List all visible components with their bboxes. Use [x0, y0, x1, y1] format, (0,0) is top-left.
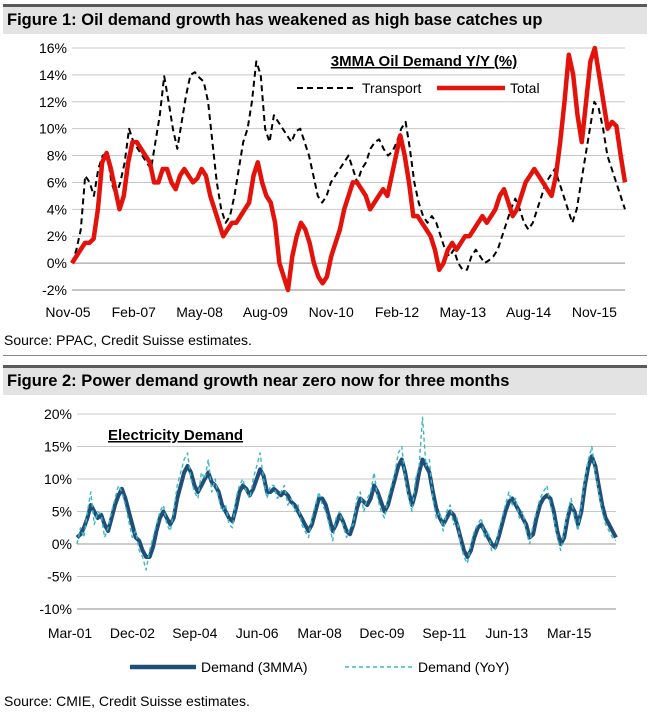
series-line-transport — [71, 60, 626, 271]
y-tick-label: -10% — [39, 601, 72, 617]
series-line-demand-yoy — [76, 416, 617, 571]
legend-label-transport: Transport — [362, 80, 422, 96]
legend-label-demand-yoy: Demand (YoY) — [418, 659, 509, 675]
y-tick-label: 15% — [44, 439, 72, 455]
figure-2-title: Figure 2: Power demand growth near zero … — [3, 365, 647, 395]
x-tick-label: Dec-02 — [110, 625, 155, 641]
x-tick-label: Jun-13 — [485, 625, 528, 641]
x-tick-label: Mar-01 — [48, 625, 93, 641]
x-tick-label: Mar-08 — [297, 625, 342, 641]
y-tick-label: 8% — [47, 148, 67, 164]
y-tick-label: 16% — [39, 40, 67, 56]
y-tick-label: 2% — [47, 228, 67, 244]
y-tick-label: 5% — [52, 504, 72, 520]
x-tick-label: Jun-06 — [236, 625, 279, 641]
y-tick-label: 4% — [47, 201, 67, 217]
y-tick-label: 14% — [39, 67, 67, 83]
y-tick-label: 0% — [52, 536, 72, 552]
series-line-total — [70, 45, 628, 293]
y-tick-label: 20% — [44, 406, 72, 422]
y-tick-label: 12% — [39, 94, 67, 110]
x-tick-label: Sep-11 — [422, 625, 466, 641]
y-tick-label: -5% — [47, 569, 72, 585]
x-tick-label: May-13 — [439, 304, 486, 320]
x-tick-label: May-08 — [176, 304, 223, 320]
oil-demand-chart: -2% 0% 2% 4% 6% 8% 10% 12% 14% 16% Nov-05 Feb-07 May… — [39, 40, 628, 320]
y-tick-label: 0% — [47, 255, 67, 271]
figure-1-source: Source: PPAC, Credit Suisse estimates. — [4, 332, 252, 348]
x-tick-label: Nov-10 — [309, 304, 354, 320]
y-tick-label: 10% — [44, 471, 72, 487]
x-tick-label: Nov-05 — [45, 304, 90, 320]
chart-title: Electricity Demand — [108, 427, 243, 444]
y-tick-label: 6% — [47, 174, 67, 190]
y-tick-label: 10% — [39, 121, 67, 137]
x-tick-label: Feb-07 — [112, 304, 157, 320]
x-tick-label: Aug-14 — [506, 304, 551, 320]
figure-1-title: Figure 1: Oil demand growth has weakened… — [3, 4, 647, 34]
legend-label-total: Total — [510, 80, 540, 96]
figure-2-source: Source: CMIE, Credit Suisse estimates. — [4, 693, 250, 709]
series-line-demand-3mma — [75, 454, 618, 559]
x-tick-label: Feb-12 — [375, 304, 420, 320]
x-tick-label: Mar-15 — [547, 625, 592, 641]
chart-title: 3MMA Oil Demand Y/Y (%) — [331, 53, 517, 70]
x-tick-label: Aug-09 — [243, 304, 288, 320]
y-tick-label: -2% — [42, 282, 67, 298]
x-tick-label: Dec-09 — [359, 625, 404, 641]
divider — [3, 355, 647, 356]
legend-label-demand-3mma: Demand (3MMA) — [201, 659, 308, 675]
x-tick-label: Sep-04 — [172, 625, 217, 641]
x-tick-label: Nov-15 — [572, 304, 617, 320]
